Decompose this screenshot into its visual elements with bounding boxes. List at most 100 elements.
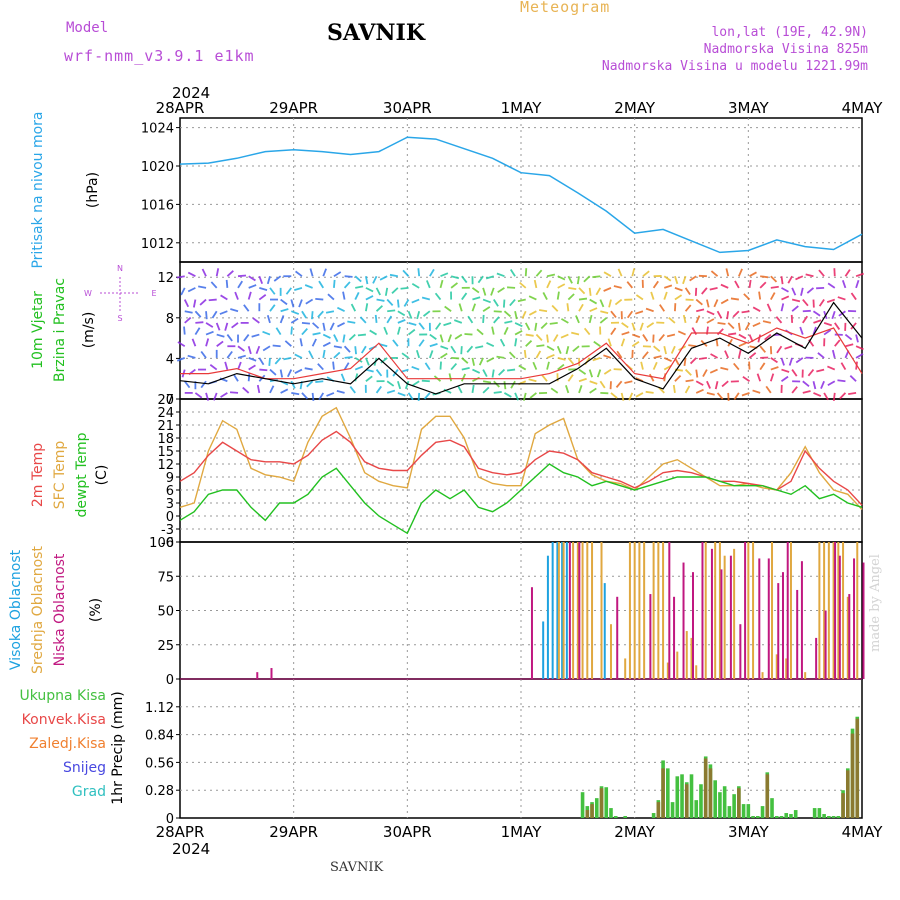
wind-arrow (312, 322, 320, 329)
wind-arrow (728, 332, 737, 336)
wind-arrow (284, 340, 292, 347)
wind-arrow (295, 270, 303, 277)
wind-arrow (411, 282, 420, 289)
wind-arrow (471, 287, 480, 294)
wind-arrow (258, 294, 267, 301)
wind-arrow (571, 331, 580, 336)
wind-arrow (806, 287, 815, 294)
wind-arrow (507, 286, 516, 289)
wind-arrow (255, 345, 261, 355)
wind-arrow (567, 357, 575, 365)
wind-arrow (343, 281, 351, 289)
cloud-bar (761, 672, 764, 679)
wind-arrow (407, 392, 414, 401)
pressure-line (179, 136, 863, 254)
wind-arrow (788, 357, 793, 366)
wind-arrow (454, 333, 463, 340)
cloud-bar (786, 542, 789, 679)
wind-arrow (620, 392, 625, 401)
wind-arrow (588, 369, 594, 378)
x-tick-label-bottom: 1MAY (501, 823, 543, 841)
wind-arrow (603, 271, 612, 277)
precip-total-bar (594, 798, 599, 818)
wind-arrow (720, 283, 729, 289)
cloud-bar (837, 542, 840, 679)
precip-axis-title: 1hr Precip (mm) (110, 691, 126, 804)
wind-arrow (684, 287, 691, 296)
wind-arrow (812, 381, 817, 390)
wind-arrow (252, 317, 260, 324)
precip-convective-bar (737, 788, 741, 818)
cloud-bar (685, 631, 688, 679)
wind-arrow (834, 339, 841, 347)
wind-arrow (329, 322, 335, 331)
wind-arrow (322, 333, 331, 339)
cloud-bar (603, 583, 606, 679)
wind-arrow (640, 361, 644, 370)
wind-arrow (379, 343, 388, 348)
wind-arrow (514, 322, 523, 328)
wind-arrow (529, 392, 537, 399)
wind-arrow (336, 389, 345, 394)
wind-arrow (354, 357, 363, 363)
wind-arrow (855, 345, 864, 351)
wind-arrow (460, 373, 466, 382)
cloud-bar (710, 548, 713, 679)
wind-arrow (375, 385, 382, 394)
wind-arrow (535, 333, 543, 341)
wind-arrow (299, 338, 303, 347)
wind-arrow (592, 275, 601, 279)
wind-arrow (237, 280, 244, 289)
wind-arrow (741, 310, 750, 314)
wind-arrow (365, 287, 374, 293)
wind-arrow (237, 274, 247, 278)
precip-legend-item: Snijeg (63, 760, 106, 776)
cloud-bar (718, 542, 721, 679)
cloud-bar (842, 542, 845, 679)
wind-arrow (234, 291, 239, 300)
wind-arrow (519, 281, 527, 289)
wind-arrow (386, 298, 394, 307)
wind-arrow (759, 345, 767, 353)
cloud-bar (804, 672, 807, 679)
precip-total-bar (760, 806, 765, 818)
precip-convective-bar (599, 788, 604, 818)
cloud-bar (714, 542, 717, 679)
wind-arrow (757, 334, 762, 343)
wind-arrow (849, 375, 857, 382)
wind-arrow (453, 319, 463, 324)
wind-arrow (215, 268, 220, 277)
wind-arrow (361, 345, 367, 354)
wind-arrow (268, 357, 271, 366)
precip-legend-item: Konvek.Kisa (22, 712, 106, 728)
wind-arrow (800, 287, 804, 296)
wind-arrow (769, 373, 775, 382)
model-name: wrf-nmm_v3.9.1 e1km (64, 47, 255, 65)
cloud-bar (676, 651, 679, 679)
wind-arrow (275, 327, 282, 336)
wind-arrow (231, 322, 239, 329)
wind-arrow (683, 357, 687, 366)
wind-arrow (283, 357, 292, 361)
wind-arrow (710, 270, 719, 277)
wind-arrow (791, 305, 799, 312)
cloud-bar (827, 542, 830, 679)
x-tick-label-bottom: 3MAY (728, 823, 770, 841)
y-tick-label: 25 (157, 639, 174, 654)
cloud-bar (800, 561, 803, 679)
wind-arrow (575, 315, 580, 324)
precip-convective-bar (684, 784, 689, 818)
wind-arrow (391, 287, 399, 294)
wind-arrow (357, 333, 366, 337)
wind-arrow (392, 339, 399, 347)
cloud-bar (586, 542, 589, 679)
y-tick-label: 50 (157, 605, 174, 620)
wind-arrow (533, 279, 538, 289)
cloud-bar (838, 555, 841, 679)
wind-arrow (301, 310, 307, 319)
wind-arrow (440, 345, 449, 350)
wind-arrow (460, 346, 463, 355)
wind-arrow (725, 268, 730, 277)
wind-arrow (631, 341, 640, 347)
wind-arrow (493, 316, 500, 324)
